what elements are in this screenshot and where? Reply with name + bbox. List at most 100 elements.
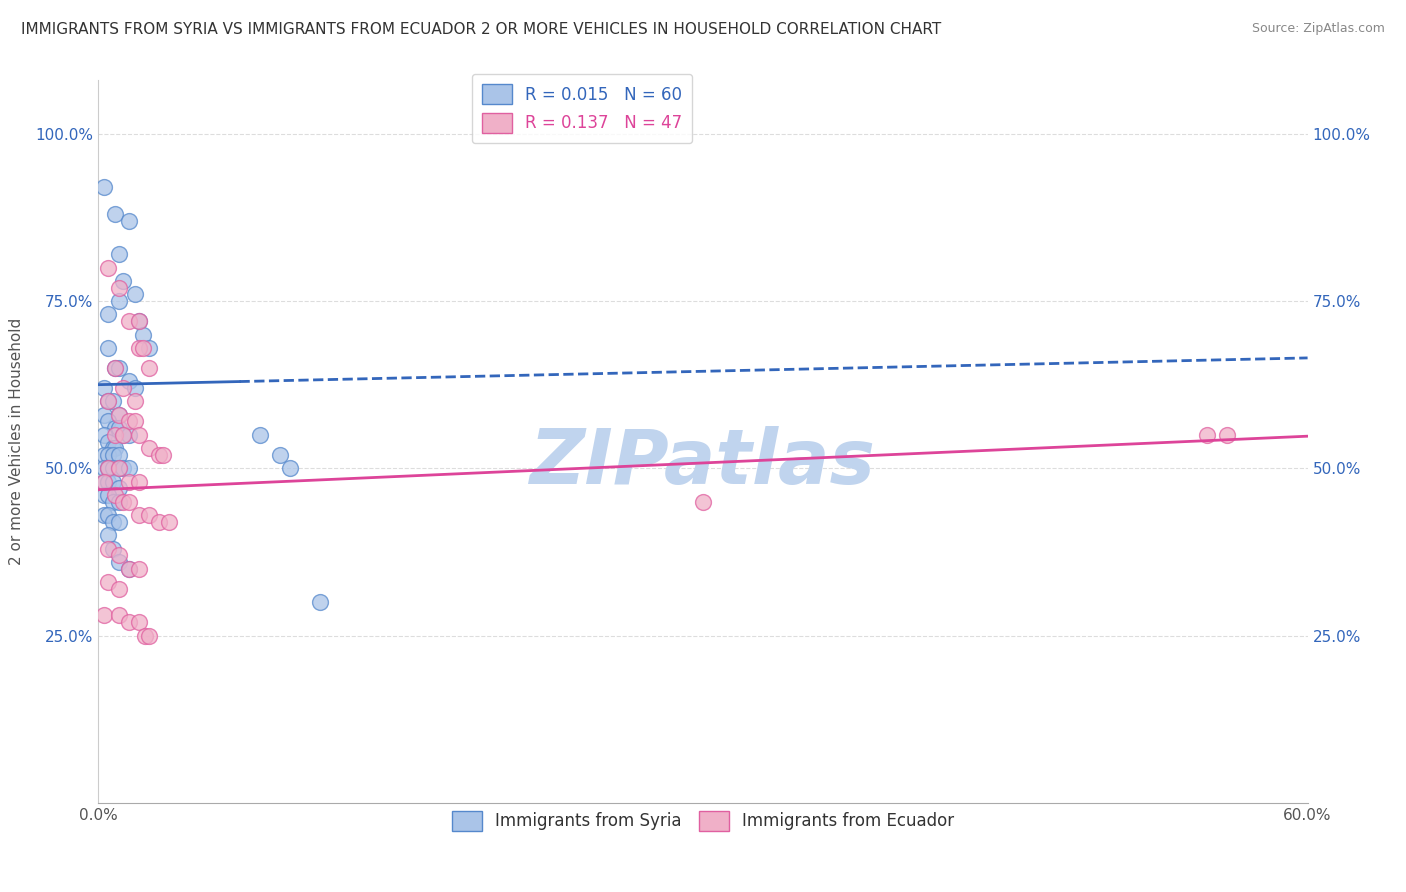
Point bbox=[101, 461, 124, 475]
Point bbox=[107, 548, 129, 563]
Point bbox=[97, 341, 120, 355]
Point bbox=[97, 528, 120, 542]
Point bbox=[103, 361, 125, 376]
Point bbox=[118, 461, 141, 475]
Point bbox=[97, 260, 120, 275]
Point bbox=[1216, 427, 1239, 442]
Point bbox=[101, 448, 124, 462]
Point bbox=[111, 427, 134, 442]
Point bbox=[118, 475, 141, 489]
Point bbox=[103, 427, 125, 442]
Point bbox=[111, 274, 134, 288]
Text: ZIPatlas: ZIPatlas bbox=[530, 426, 876, 500]
Point bbox=[107, 421, 129, 435]
Point bbox=[118, 615, 141, 630]
Point bbox=[128, 427, 150, 442]
Point bbox=[118, 562, 141, 576]
Point bbox=[124, 381, 146, 395]
Point bbox=[97, 461, 120, 475]
Point bbox=[93, 475, 115, 489]
Point bbox=[128, 508, 150, 523]
Point bbox=[107, 361, 129, 376]
Point bbox=[101, 442, 124, 455]
Point bbox=[97, 475, 120, 489]
Point bbox=[97, 434, 120, 449]
Point bbox=[138, 341, 160, 355]
Point bbox=[93, 488, 115, 502]
Point bbox=[132, 327, 155, 342]
Point bbox=[97, 508, 120, 523]
Point bbox=[118, 375, 141, 389]
Point bbox=[97, 414, 120, 429]
Point bbox=[269, 448, 291, 462]
Point bbox=[138, 442, 160, 455]
Point bbox=[118, 427, 141, 442]
Point bbox=[128, 341, 150, 355]
Legend: Immigrants from Syria, Immigrants from Ecuador: Immigrants from Syria, Immigrants from E… bbox=[446, 805, 960, 838]
Point bbox=[118, 314, 141, 328]
Point bbox=[132, 341, 155, 355]
Point bbox=[107, 247, 129, 261]
Point bbox=[93, 408, 115, 422]
Point bbox=[124, 287, 146, 301]
Point bbox=[101, 475, 124, 489]
Point bbox=[134, 628, 156, 642]
Point bbox=[107, 408, 129, 422]
Point bbox=[148, 448, 170, 462]
Point bbox=[128, 314, 150, 328]
Text: IMMIGRANTS FROM SYRIA VS IMMIGRANTS FROM ECUADOR 2 OR MORE VEHICLES IN HOUSEHOLD: IMMIGRANTS FROM SYRIA VS IMMIGRANTS FROM… bbox=[21, 22, 942, 37]
Point bbox=[93, 461, 115, 475]
Point bbox=[111, 461, 134, 475]
Point bbox=[107, 515, 129, 529]
Point bbox=[93, 180, 115, 194]
Point bbox=[152, 448, 174, 462]
Point bbox=[107, 461, 129, 475]
Y-axis label: 2 or more Vehicles in Household: 2 or more Vehicles in Household bbox=[10, 318, 24, 566]
Point bbox=[128, 475, 150, 489]
Point bbox=[107, 494, 129, 508]
Point bbox=[249, 427, 271, 442]
Point bbox=[93, 508, 115, 523]
Point bbox=[111, 427, 134, 442]
Point bbox=[118, 562, 141, 576]
Point bbox=[107, 294, 129, 309]
Point bbox=[124, 394, 146, 409]
Point bbox=[107, 281, 129, 295]
Point bbox=[103, 207, 125, 221]
Point bbox=[118, 414, 141, 429]
Point bbox=[103, 488, 125, 502]
Text: Source: ZipAtlas.com: Source: ZipAtlas.com bbox=[1251, 22, 1385, 36]
Point bbox=[93, 448, 115, 462]
Point bbox=[107, 582, 129, 596]
Point bbox=[157, 515, 180, 529]
Point bbox=[101, 515, 124, 529]
Point bbox=[101, 494, 124, 508]
Point bbox=[93, 608, 115, 623]
Point bbox=[138, 508, 160, 523]
Point bbox=[128, 314, 150, 328]
Point bbox=[107, 555, 129, 569]
Point bbox=[97, 448, 120, 462]
Point bbox=[111, 381, 134, 395]
Point bbox=[107, 482, 129, 496]
Point bbox=[93, 475, 115, 489]
Point bbox=[103, 421, 125, 435]
Point bbox=[107, 448, 129, 462]
Point bbox=[93, 427, 115, 442]
Point bbox=[1195, 427, 1218, 442]
Point bbox=[101, 541, 124, 556]
Point bbox=[124, 414, 146, 429]
Point bbox=[93, 381, 115, 395]
Point bbox=[107, 408, 129, 422]
Point bbox=[278, 461, 301, 475]
Point bbox=[128, 562, 150, 576]
Point bbox=[107, 461, 129, 475]
Point bbox=[97, 541, 120, 556]
Point bbox=[97, 394, 120, 409]
Point bbox=[138, 628, 160, 642]
Point bbox=[309, 595, 332, 609]
Point bbox=[103, 442, 125, 455]
Point bbox=[111, 494, 134, 508]
Point bbox=[692, 494, 714, 508]
Point bbox=[107, 608, 129, 623]
